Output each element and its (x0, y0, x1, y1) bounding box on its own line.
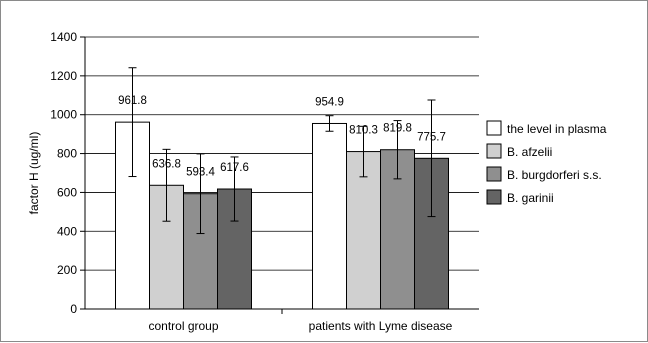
x-tick-label-1: patients with Lyme disease (309, 319, 453, 333)
data-labels: 961.8 636.8 593.4 617.6 954.9 810.3 819.8 775.7 (118, 95, 446, 179)
y-tick-label-1000: 1000 (50, 108, 77, 122)
legend-swatch-3 (486, 189, 502, 205)
legend-swatch-0 (486, 120, 502, 136)
data-label-1-3: 775.7 (417, 131, 446, 143)
data-label-1-2: 819.8 (383, 123, 412, 135)
y-tick-label-1400: 1400 (50, 30, 77, 44)
legend: the level in plasma B. afzelii B. burgdorf… (486, 120, 607, 205)
legend-label-2: B. burgdorferi s.s. (507, 168, 602, 182)
bar-1-0 (312, 122, 347, 310)
y-tick-label-600: 600 (57, 185, 77, 199)
data-label-0-0: 961.8 (118, 95, 147, 107)
legend-label-1: B. afzelii (507, 145, 552, 159)
y-tick-label-0: 0 (70, 302, 77, 316)
bar-1-1 (346, 151, 381, 310)
y-tick-label-1200: 1200 (50, 69, 77, 83)
axes: 0 200 400 600 800 1000 1200 1400 control group pa… (50, 30, 479, 333)
y-tick-label-400: 400 (57, 224, 77, 238)
x-tick-label-0: control group (148, 319, 218, 333)
data-label-1-0: 954.9 (315, 96, 344, 108)
bar-1-3 (414, 157, 449, 310)
data-label-1-1: 810.3 (349, 125, 378, 137)
data-label-0-1: 636.8 (152, 158, 181, 170)
error-bars (128, 67, 436, 235)
y-tick-label-200: 200 (57, 263, 77, 277)
legend-label-3: B. garinii (507, 191, 554, 205)
legend-swatch-1 (486, 143, 502, 159)
bars (115, 121, 449, 310)
data-label-0-2: 593.4 (186, 167, 215, 179)
y-tick-label-800: 800 (57, 147, 77, 161)
legend-label-0: the level in plasma (507, 122, 607, 136)
legend-swatch-2 (486, 166, 502, 182)
y-axis-title: factor H (ug/ml) (27, 132, 41, 215)
data-label-0-3: 617.6 (220, 162, 249, 174)
